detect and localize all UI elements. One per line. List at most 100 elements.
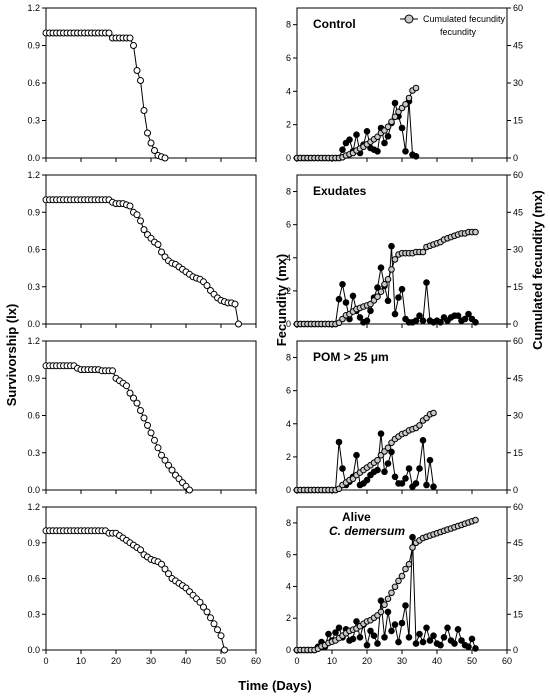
data-point [395,577,402,585]
data-point [391,256,399,263]
data-point [405,560,413,568]
y-axis-title-survivorship: Survivorship (lx) [4,304,19,407]
data-point [374,293,381,301]
x-axis-title: Time (Days) [238,678,311,693]
data-point [133,399,141,407]
data-point [137,217,144,225]
data-point [133,67,141,74]
data-point [472,516,479,524]
data-point [335,438,343,446]
data-point [151,147,158,154]
data-point [419,437,427,444]
y-tick-label: 0.9 [27,41,40,51]
data-point [430,632,437,640]
y-tick-label: 0.3 [27,282,40,292]
data-point [402,475,409,482]
data-point [165,570,172,578]
data-point [137,77,144,84]
y-tick-label: 0.0 [27,645,40,655]
y-tick-label: 1.2 [27,336,40,346]
data-point [126,34,134,42]
y2-tick-label: 15 [513,448,523,458]
data-point [437,319,444,326]
data-point [381,601,388,609]
data-point [374,456,381,464]
y-tick-label: 6 [286,220,291,230]
data-point [377,264,385,272]
data-point [419,638,427,646]
data-point [423,624,430,632]
panel-survivorship-exudates: 0.0 0.3 0.6 0.9 1.2 [27,170,257,329]
data-point [353,618,360,625]
y2-tick-label: 0 [513,485,518,495]
x-tick-label: 10 [327,656,337,666]
y-tick-label: 0.3 [27,116,40,126]
data-point [412,84,420,92]
y-tick-label: 1.2 [27,170,40,180]
data-point [186,486,193,494]
data-point [126,202,134,210]
data-point [109,367,116,375]
data-point [472,319,479,326]
y-tick-label: 6 [286,550,291,560]
data-point [165,461,172,469]
y-tick-label: 0.6 [27,78,40,88]
data-point [405,465,413,472]
data-point [161,154,169,162]
data-point [374,148,381,155]
data-point [405,634,413,641]
y-tick-label: 0 [286,485,291,495]
y-tick-label: 0 [286,153,291,163]
data-point [144,129,151,137]
data-point [339,465,346,472]
data-point [221,646,228,654]
data-point [363,128,371,135]
data-point [388,589,395,597]
data-point [384,460,392,467]
y-tick-label: 2 [286,452,291,462]
data-point [161,565,169,573]
data-point [168,466,176,474]
data-point [210,620,218,628]
panel-title: Alive [342,510,371,524]
data-point [133,211,141,219]
x-tick-label: 60 [502,656,512,666]
y-tick-label: 2 [286,286,291,296]
data-point [384,608,392,616]
data-point [130,394,137,402]
x-tick-label: 10 [76,656,86,666]
data-point [377,597,385,605]
panel-title: POM > 25 μm [313,350,389,364]
data-point [419,317,427,325]
data-point [416,312,423,320]
x-tick-label: 0 [43,656,48,666]
data-point [158,248,165,256]
x-tick-label: 50 [216,656,226,666]
x-tick-label: 20 [111,656,121,666]
legend-marker [404,14,414,24]
y-tick-label: 1.2 [27,502,40,512]
data-point [388,242,395,250]
y-tick-label: 2 [286,120,291,130]
y2-tick-label: 0 [513,153,518,163]
data-point [388,627,395,635]
data-point [377,288,385,296]
data-point [412,480,420,487]
data-point [144,421,151,429]
data-point [409,544,416,551]
data-point [461,315,469,323]
data-point [391,473,399,481]
data-point [137,407,144,414]
data-point [402,602,409,609]
y2-tick-label: 60 [513,502,523,512]
data-point [137,546,144,554]
plots-layer: 0.00.30.60.91.20.00.30.60.91.20.00.30.60… [27,3,523,666]
data-point [412,640,420,647]
data-point [388,266,395,273]
data-point [349,292,357,300]
x-tick-label: 50 [467,656,477,666]
data-point [384,595,392,603]
data-point [468,635,476,643]
y-tick-label: 8 [286,518,291,528]
data-point [388,118,395,126]
